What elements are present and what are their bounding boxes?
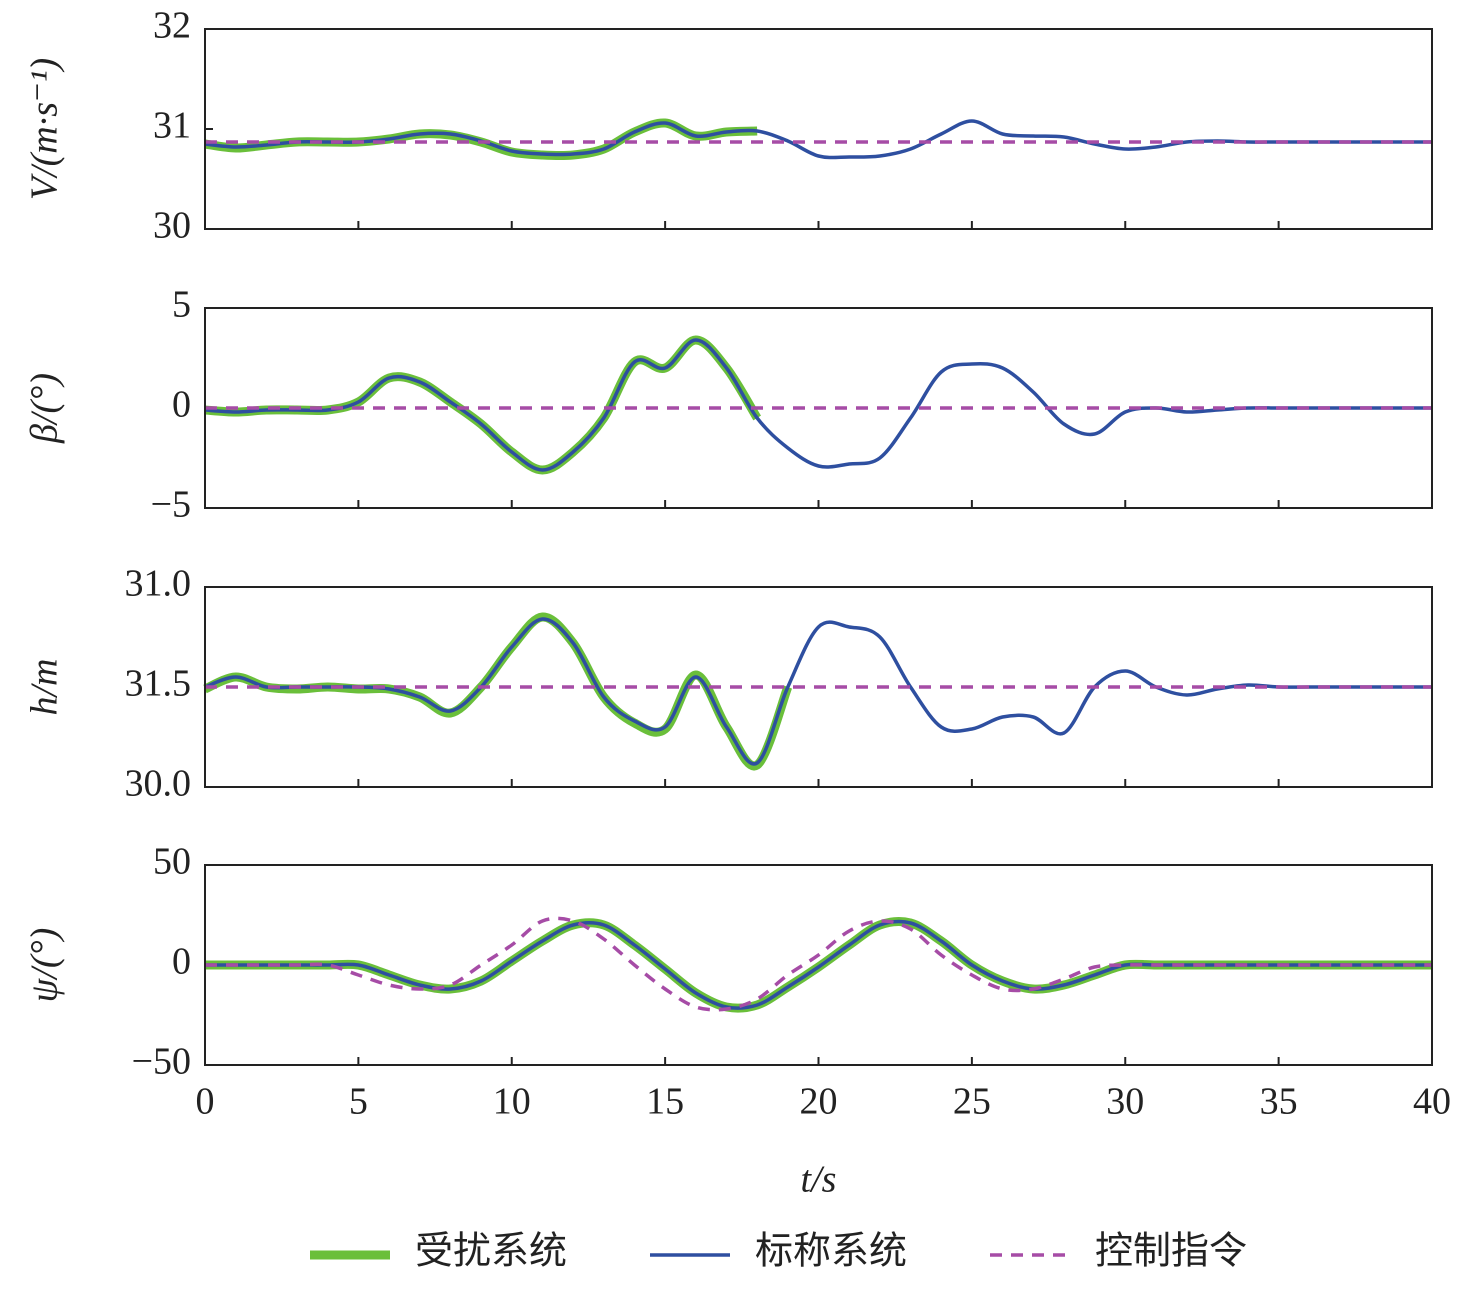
y-tick-label: 31 [153, 105, 191, 147]
x-axis-label: t/s [801, 1159, 837, 1201]
legend-label: 受扰系统 [415, 1231, 567, 1273]
series-line [203, 612, 793, 771]
y-tick-label: 5 [172, 284, 191, 326]
series-line [204, 338, 1432, 472]
y-tick-label: 32 [153, 5, 191, 47]
x-tick-label: 20 [800, 1081, 838, 1123]
legend-label: 控制指令 [1095, 1231, 1247, 1273]
y-tick-label: 0 [172, 384, 191, 426]
x-tick-label: 10 [493, 1081, 531, 1123]
y-tick-label: 31.0 [125, 563, 192, 605]
y-tick-label: −5 [151, 484, 191, 526]
plot-frame [204, 864, 1433, 1066]
x-tick-label: 40 [1413, 1081, 1451, 1123]
plot-frame [204, 28, 1433, 230]
x-tick-label: 25 [953, 1081, 991, 1123]
y-axis-label: β/(°) [24, 373, 66, 444]
y-axis-label: V/(m·s⁻¹) [24, 58, 66, 200]
x-tick-label: 0 [196, 1081, 215, 1123]
y-tick-label: 30.0 [125, 763, 192, 805]
legend-label: 标称系统 [755, 1231, 907, 1273]
y-tick-label: 0 [172, 941, 191, 983]
x-tick-label: 5 [349, 1081, 368, 1123]
series-line [204, 119, 1432, 160]
x-tick-label: 15 [646, 1081, 684, 1123]
plot-frame [204, 307, 1433, 509]
y-tick-label: 31.5 [125, 663, 192, 705]
y-axis-label: ψ/(°) [24, 928, 66, 1003]
x-tick-label: 35 [1260, 1081, 1298, 1123]
x-tick-label: 30 [1106, 1081, 1144, 1123]
series-line [205, 916, 1432, 1012]
y-tick-label: 30 [153, 205, 191, 247]
y-tick-label: 50 [153, 841, 191, 883]
y-tick-label: −50 [132, 1041, 191, 1083]
plot-frame [204, 586, 1433, 788]
y-axis-label: h/m [24, 659, 66, 716]
